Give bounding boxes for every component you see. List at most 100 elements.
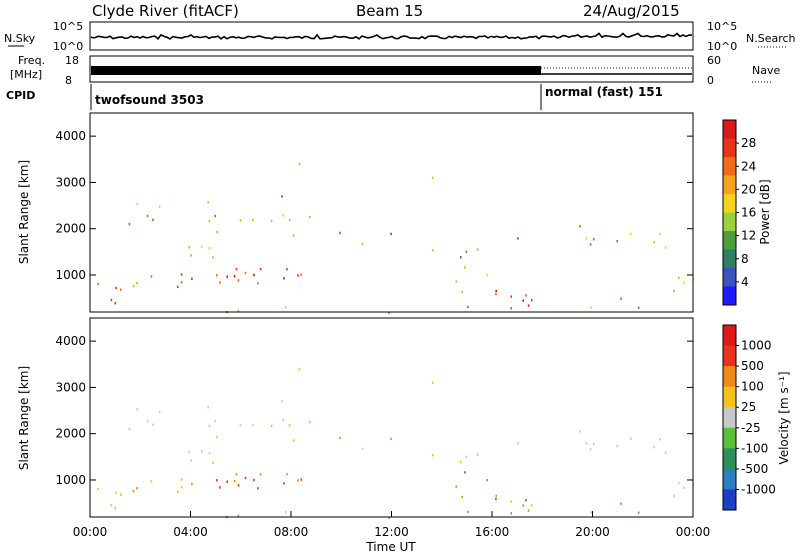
power-panel: 1000 2000 3000 4000 Slant Range [km] 4 8 12 16… <box>17 112 772 314</box>
colorbar-tick-label: 12 <box>741 229 756 243</box>
noise-tick-top: 10^5 <box>53 20 83 33</box>
velocity-colorbar: 1000 500 100 25 -25 -100 -500 -1000 <box>722 324 776 511</box>
heatmap-cell <box>510 307 512 310</box>
x-tick-label: 08:00 <box>274 525 309 539</box>
y-tick-label: 3000 <box>55 175 86 189</box>
heatmap-cell <box>207 201 209 204</box>
heatmap-cell <box>465 455 468 458</box>
noise-tick-bottom: 10^0 <box>53 40 83 53</box>
colorbar-swatch <box>723 386 736 408</box>
heatmap-cell <box>208 452 211 455</box>
heatmap-cell <box>239 219 242 222</box>
heatmap-cell <box>283 482 285 485</box>
power-heatmap-cells <box>97 162 695 314</box>
heatmap-cell <box>467 510 469 514</box>
heatmap-cell <box>136 203 138 206</box>
heatmap-cell <box>216 274 218 277</box>
heatmap-cell <box>253 478 255 482</box>
heatmap-cell <box>286 268 288 271</box>
velocity-x-ticks: 00:00 04:00 08:00 12:00 16:00 20:00 00:00 <box>73 511 710 539</box>
heatmap-cell <box>208 220 211 223</box>
colorbar-swatch <box>723 120 736 139</box>
heatmap-cell <box>579 430 581 433</box>
heatmap-cell <box>136 408 138 411</box>
heatmap-cell <box>259 473 262 476</box>
heatmap-cell <box>237 514 240 517</box>
heatmap-cell <box>461 290 463 294</box>
heatmap-cell <box>114 302 117 305</box>
heatmap-cell <box>150 480 153 483</box>
heatmap-cell <box>180 273 183 276</box>
x-tick-label: 04:00 <box>173 525 208 539</box>
frequency-panel-frame <box>89 55 694 83</box>
colorbar-tick-label: 25 <box>741 400 756 414</box>
heatmap-cell <box>132 490 135 493</box>
heatmap-cell <box>180 281 183 284</box>
heatmap-cell <box>522 299 524 302</box>
x-tick-label: 16:00 <box>475 525 510 539</box>
heatmap-cell <box>585 237 588 240</box>
colorbar-swatch <box>723 194 736 213</box>
freq-label-1: Freq. <box>18 54 45 67</box>
nave-tick-bottom: 0 <box>707 74 714 87</box>
y-tick-label: 3000 <box>55 380 86 394</box>
heatmap-cell <box>522 504 524 507</box>
heatmap-cell <box>288 218 291 222</box>
date-title: 24/Aug/2015 <box>583 2 680 20</box>
heatmap-cell <box>465 250 468 253</box>
heatmap-cell <box>339 436 341 440</box>
heatmap-cell <box>585 442 588 445</box>
velocity-panel-frame <box>89 317 694 518</box>
colorbar-swatch <box>723 407 736 429</box>
heatmap-cell <box>510 512 512 515</box>
heatmap-cell <box>467 305 469 309</box>
heatmap-cell <box>259 268 262 271</box>
heatmap-cell <box>282 214 285 217</box>
heatmap-cell <box>284 306 287 309</box>
heatmap-cell <box>212 461 214 464</box>
y-tick-label: 2000 <box>55 222 86 236</box>
heatmap-cell <box>664 451 667 454</box>
heatmap-cell <box>461 495 463 499</box>
heatmap-cell <box>146 419 149 423</box>
heatmap-cell <box>282 419 285 422</box>
heatmap-cell <box>219 281 221 284</box>
heatmap-cell <box>219 486 221 489</box>
cpid-panel: CPID twofsound 3503 normal (fast) 151 <box>6 84 663 110</box>
heatmap-cell <box>115 286 117 290</box>
y-tick-label: 1000 <box>55 268 86 282</box>
heatmap-cell <box>158 410 161 413</box>
heatmap-cell <box>653 241 656 244</box>
heatmap-cell <box>431 249 434 252</box>
heatmap-cell <box>283 277 285 280</box>
heatmap-cell <box>214 214 216 218</box>
heatmap-cell <box>292 234 295 237</box>
heatmap-cell <box>251 218 254 222</box>
colorbar-swatch <box>723 138 736 158</box>
colorbar-swatch <box>723 448 736 470</box>
heatmap-cell <box>495 494 497 498</box>
heatmap-cell <box>455 485 458 488</box>
heatmap-cell <box>286 473 288 476</box>
colorbar-tick-label: -100 <box>741 441 768 455</box>
heatmap-cell <box>298 367 301 371</box>
heatmap-cell <box>637 306 640 309</box>
heatmap-cell <box>683 486 685 489</box>
nave-tick-top: 60 <box>707 54 721 67</box>
heatmap-cell <box>510 295 512 298</box>
colorbar-tick-label: 8 <box>741 252 749 266</box>
heatmap-cell <box>110 503 113 507</box>
beam-title: Beam 15 <box>356 2 423 20</box>
heatmap-cell <box>216 230 218 234</box>
heatmap-cell <box>464 471 466 474</box>
heatmap-cell <box>251 423 254 427</box>
noise-right-tick-bottom: 10^0 <box>707 40 737 53</box>
freq-tick-top: 18 <box>65 54 79 67</box>
x-axis-label: Time UT <box>365 540 416 554</box>
heatmap-cell <box>592 443 595 446</box>
colorbar-tick-label: 28 <box>741 136 756 150</box>
heatmap-cell <box>158 205 161 208</box>
heatmap-cell <box>459 256 462 259</box>
heatmap-cell <box>390 437 392 441</box>
heatmap-cell <box>237 309 240 312</box>
